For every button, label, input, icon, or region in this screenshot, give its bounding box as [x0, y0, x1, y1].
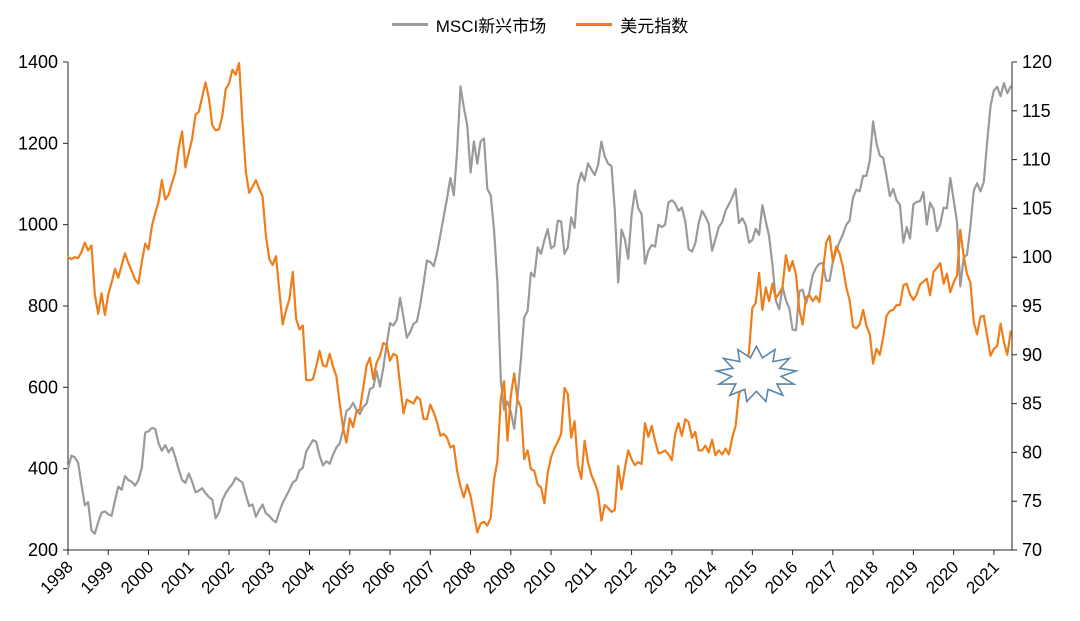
x-axis-tick-label: 2007: [399, 557, 439, 597]
x-axis-tick-label: 2008: [439, 557, 479, 597]
x-axis-tick-label: 2005: [318, 557, 358, 597]
x-axis-tick-label: 2002: [198, 557, 238, 597]
left-axis-tick-label: 800: [28, 296, 58, 316]
right-axis-tick-label: 115: [1022, 101, 1051, 121]
right-axis-tick-label: 90: [1022, 345, 1042, 365]
x-axis-tick-label: 2003: [238, 557, 278, 597]
right-axis-tick-label: 100: [1022, 247, 1052, 267]
x-axis-tick-label: 2006: [359, 557, 399, 597]
x-axis-tick-label: 2010: [520, 557, 560, 597]
x-axis-tick-label: 1998: [37, 557, 77, 597]
legend-item-usd-index: 美元指数: [576, 12, 688, 37]
series-line-msci-em: [66, 81, 1012, 535]
left-axis-tick-label: 1400: [18, 52, 58, 72]
x-axis-tick-label: 2011: [561, 557, 600, 596]
right-axis-tick-label: 105: [1022, 198, 1052, 218]
right-axis-tick-label: 75: [1022, 491, 1042, 511]
x-axis-tick-label: 2019: [882, 557, 922, 597]
x-axis-tick-label: 2016: [761, 557, 801, 597]
x-axis-tick-label: 2017: [802, 557, 842, 597]
legend-label-msci-em: MSCI新兴市场: [435, 17, 547, 36]
legend-item-msci-em: MSCI新兴市场: [391, 12, 547, 37]
x-axis-tick-label: 2012: [600, 557, 640, 597]
x-axis-tick-label: 2014: [681, 557, 721, 597]
x-axis-tick-label: 2018: [842, 557, 882, 597]
right-axis-tick-label: 120: [1022, 52, 1052, 72]
x-axis-tick-label: 2013: [640, 557, 680, 597]
x-axis-tick-label: 2021: [963, 557, 1003, 597]
x-axis-tick-label: 2001: [157, 557, 197, 597]
x-axis-tick-label: 1999: [77, 557, 117, 597]
left-axis-tick-label: 1200: [18, 133, 58, 153]
chart-legend: MSCI新兴市场 美元指数: [0, 12, 1080, 37]
msci-em-line-swatch: [391, 23, 428, 26]
starburst-annotation: [713, 344, 800, 404]
right-axis-tick-label: 85: [1022, 394, 1042, 414]
left-axis-tick-label: 200: [28, 540, 58, 560]
x-axis-tick-label: 2000: [117, 557, 157, 597]
x-axis-tick-label: 2009: [479, 557, 519, 597]
right-axis-tick-label: 70: [1022, 540, 1042, 560]
right-axis-tick-label: 80: [1022, 442, 1042, 462]
right-axis-tick-label: 95: [1022, 296, 1042, 316]
left-axis-tick-label: 1000: [18, 215, 58, 235]
legend-label-usd-index: 美元指数: [620, 17, 689, 36]
right-axis-tick-label: 110: [1022, 150, 1051, 170]
usd-index-line-swatch: [576, 23, 613, 26]
x-axis-tick-label: 2020: [922, 557, 962, 597]
left-axis-tick-label: 600: [28, 377, 58, 397]
x-axis-tick-label: 2015: [721, 557, 761, 597]
left-axis-tick-label: 400: [28, 459, 58, 479]
x-axis-tick-label: 2004: [278, 557, 318, 597]
axes: 200 400 600 800 1000 1200 1400 70 75 80 85 90 95 100 1…: [18, 52, 1052, 598]
series-line-usd-index: [66, 61, 1012, 534]
